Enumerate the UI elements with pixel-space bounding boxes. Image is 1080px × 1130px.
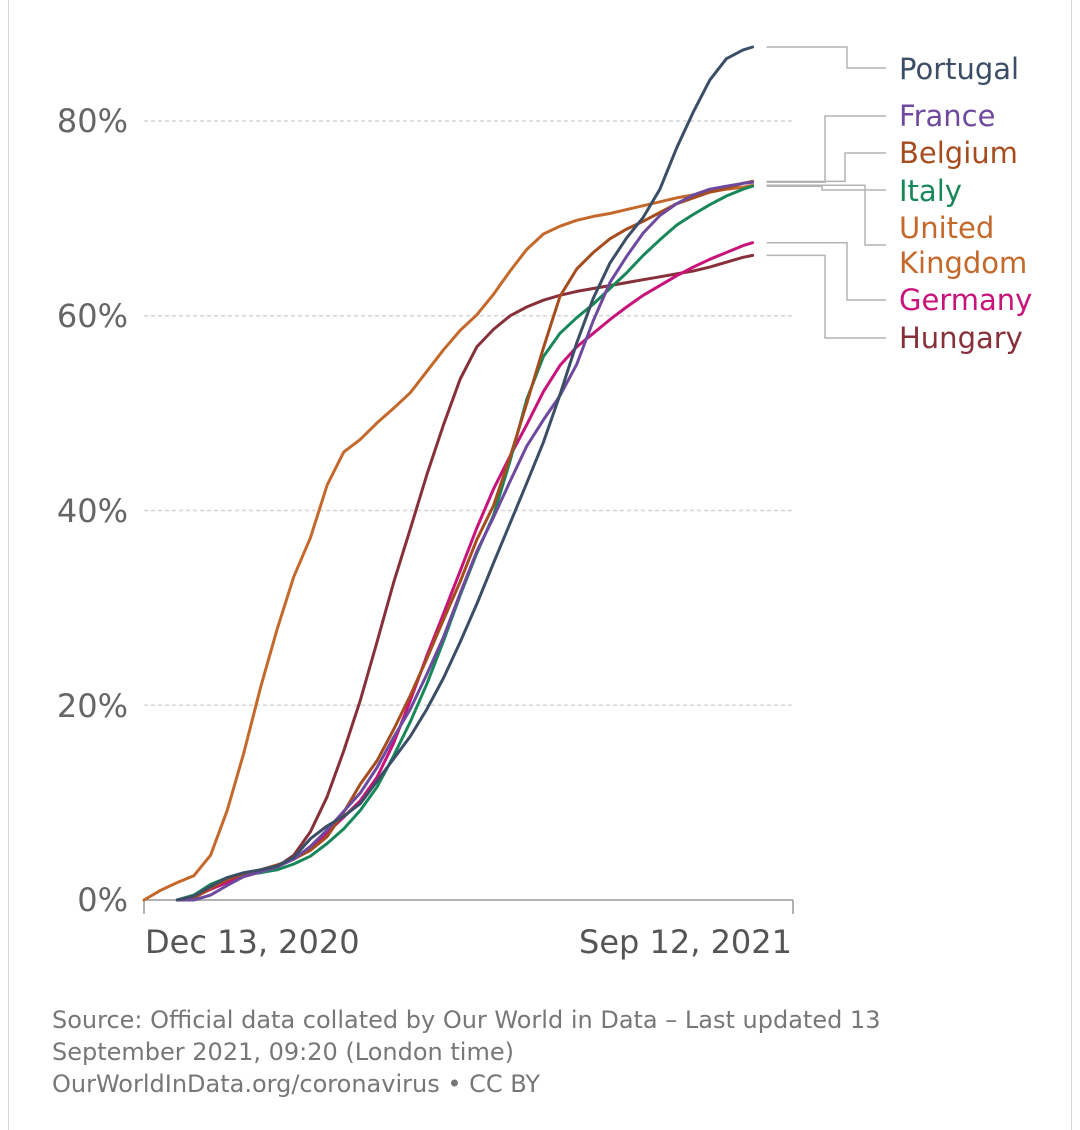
legend-label-united-kingdom-line1: United	[899, 211, 994, 245]
series-lines	[142, 45, 755, 902]
source-line: September 2021, 09:20 (London time)	[52, 1038, 514, 1066]
legend-connector-france	[766, 115, 886, 184]
series-line-belgium	[175, 179, 755, 902]
legend-connector-united-kingdom	[766, 184, 886, 246]
series-line-italy	[175, 184, 755, 902]
source-note: Source: Official data collated by Our Wo…	[52, 1004, 1052, 1100]
x-tick-label-start: Dec 13, 2020	[145, 923, 360, 961]
legend-label-portugal: Portugal	[899, 52, 1019, 86]
series-line-portugal	[175, 45, 755, 902]
legend-connector-germany	[766, 241, 886, 301]
series-line-united-kingdom	[142, 183, 755, 902]
legend-connector-belgium	[766, 152, 886, 183]
legend: Portugal France Belgium Italy United Kin…	[899, 52, 1032, 355]
line-chart: 0% 20% 40% 60% 80% Dec 13, 2020 Sep 12, …	[57, 45, 1032, 961]
legend-connector-italy	[766, 185, 886, 191]
y-tick-label: 20%	[57, 687, 128, 725]
frame-border-right	[1071, 0, 1072, 1130]
source-line: OurWorldInData.org/coronavirus • CC BY	[52, 1070, 541, 1098]
legend-label-italy: Italy	[899, 174, 962, 208]
source-line: Source: Official data collated by Our Wo…	[52, 1006, 881, 1034]
x-axis: Dec 13, 2020 Sep 12, 2021	[143, 899, 794, 961]
legend-connector-hungary	[766, 254, 886, 339]
legend-label-belgium: Belgium	[899, 136, 1018, 170]
y-tick-label: 60%	[57, 297, 128, 335]
y-tick-label: 80%	[57, 102, 128, 140]
y-tick-label: 40%	[57, 492, 128, 530]
y-tick-label: 0%	[77, 881, 128, 919]
frame-border-left	[8, 0, 9, 1130]
x-tick-label-end: Sep 12, 2021	[579, 923, 792, 961]
y-axis-tick-labels: 0% 20% 40% 60% 80%	[57, 102, 128, 919]
gridlines	[144, 120, 793, 706]
legend-connector-portugal	[766, 46, 886, 69]
legend-connectors	[766, 46, 886, 339]
legend-label-france: France	[899, 99, 995, 133]
series-line-france	[175, 180, 755, 902]
legend-label-hungary: Hungary	[899, 321, 1023, 355]
legend-label-united-kingdom-line2: Kingdom	[899, 246, 1027, 280]
legend-label-germany: Germany	[899, 283, 1032, 317]
